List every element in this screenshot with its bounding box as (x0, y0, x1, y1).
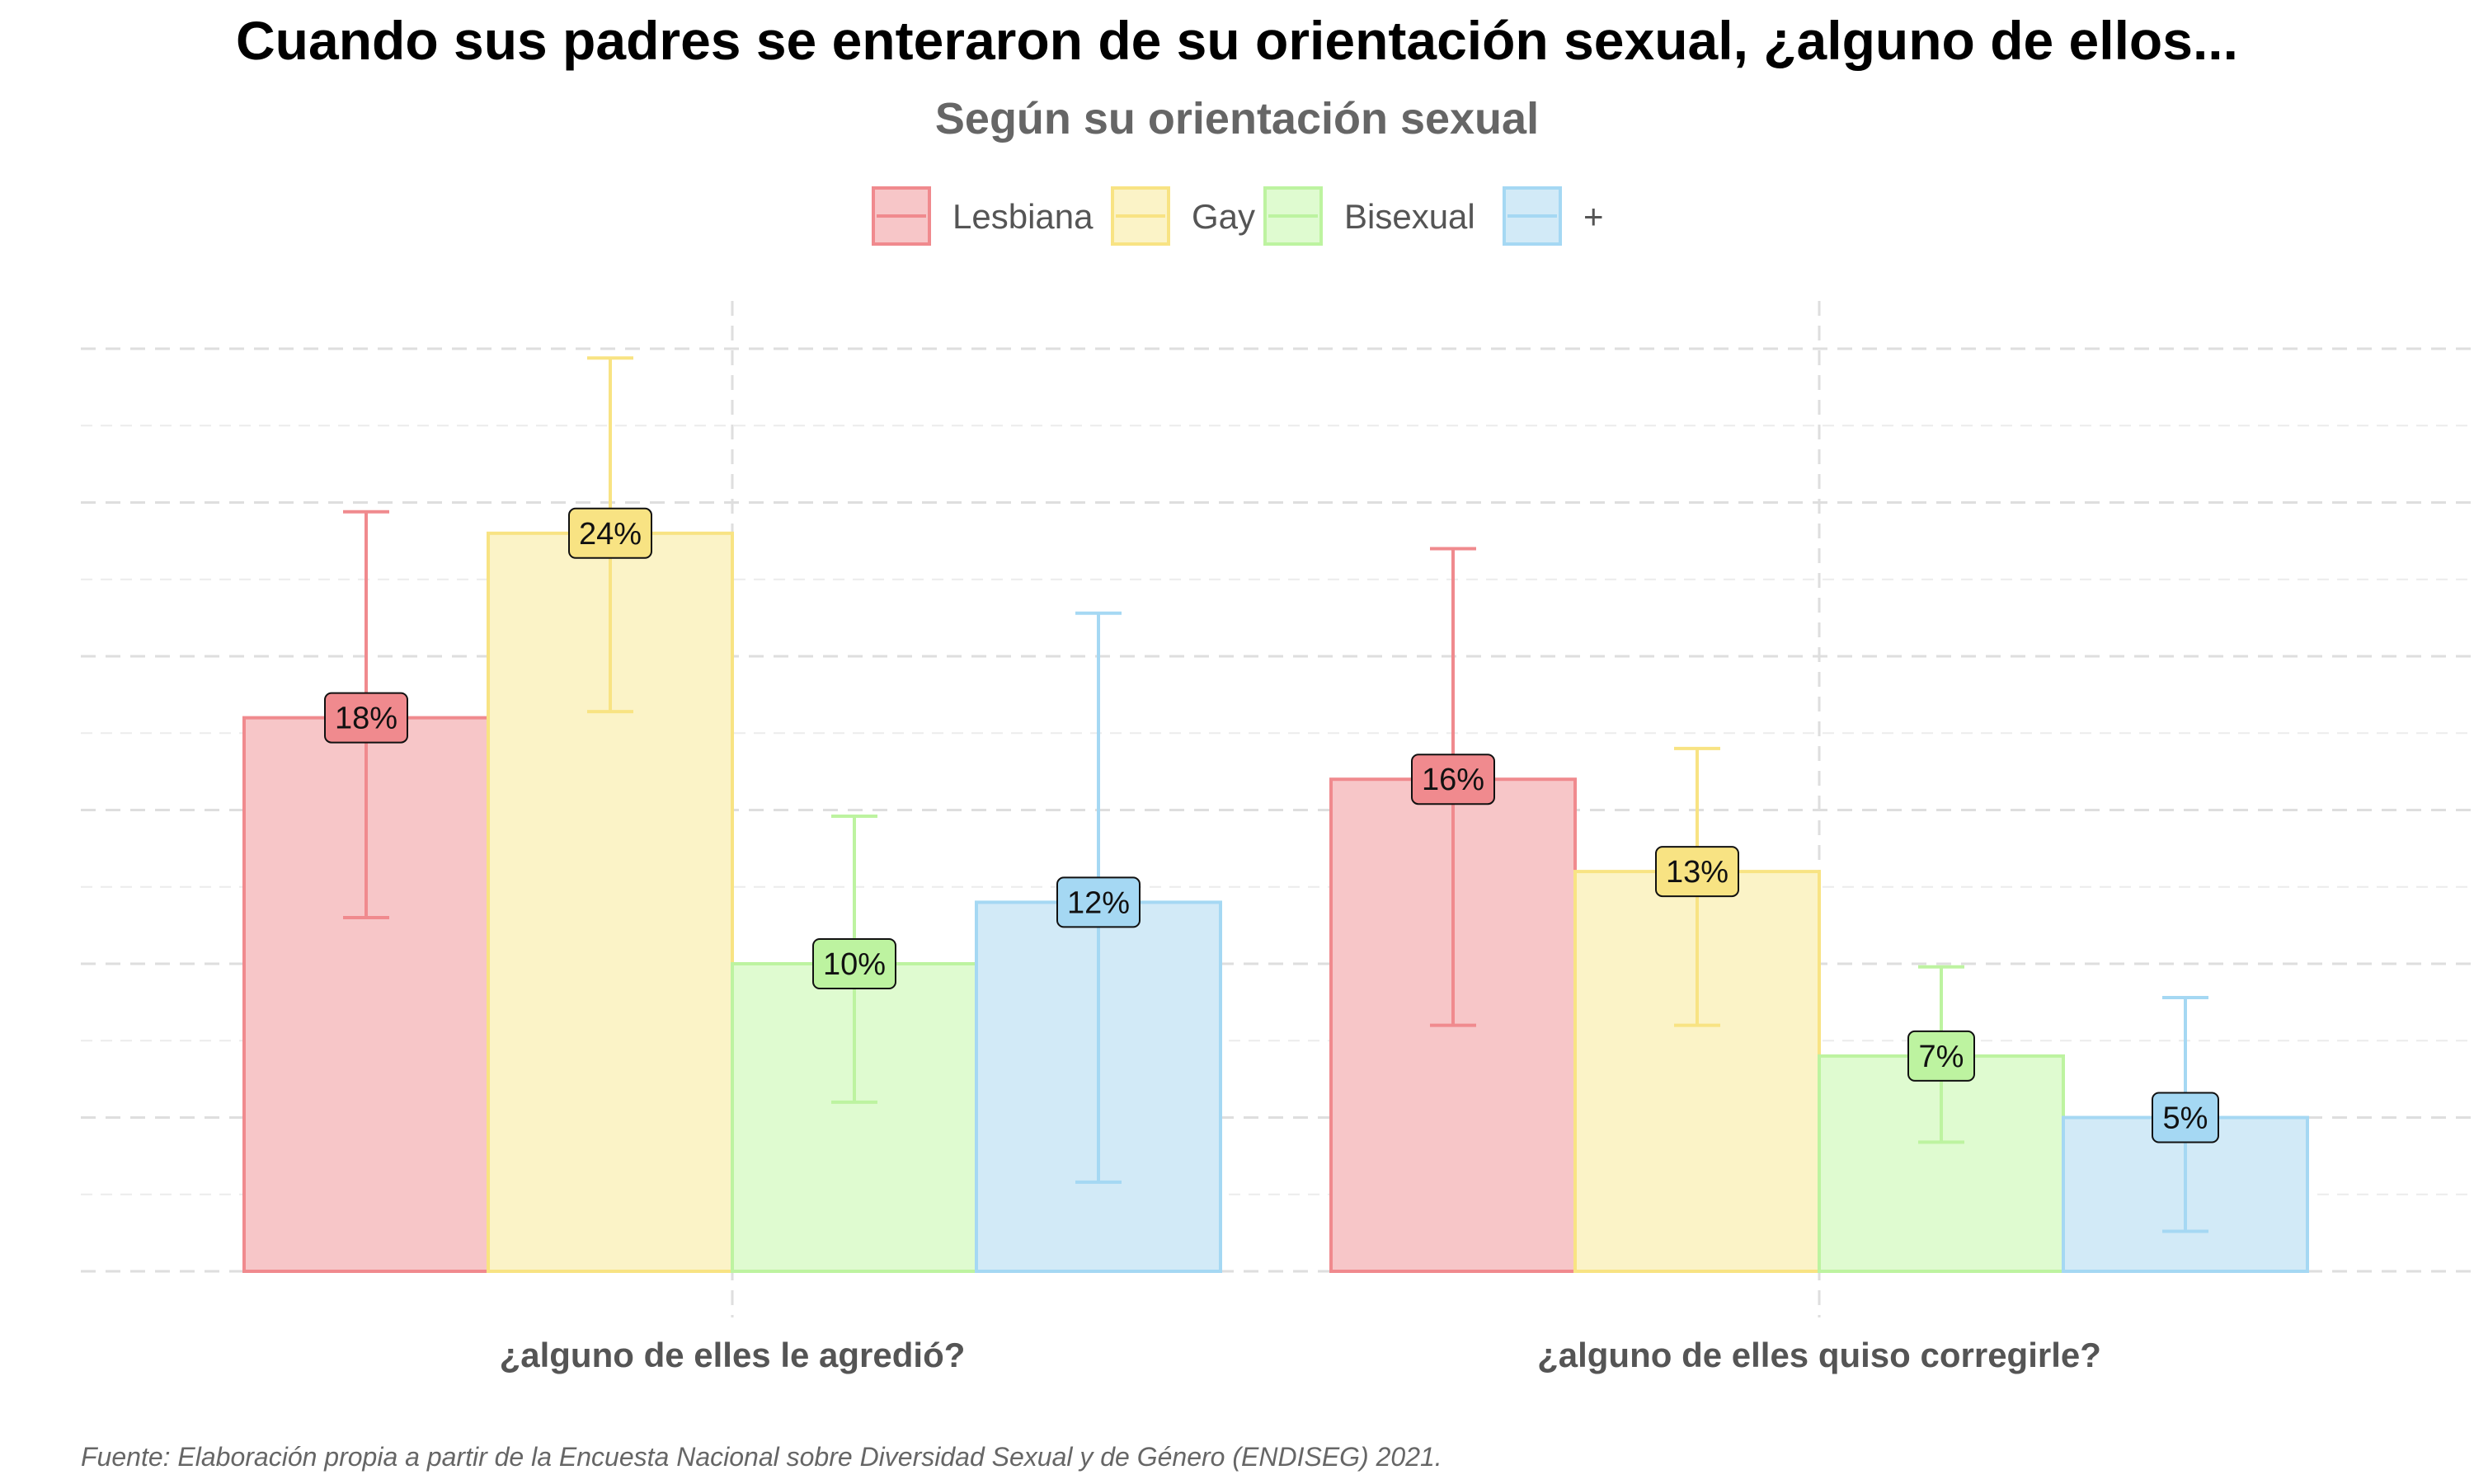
x-category-label: ¿alguno de elles le agredió? (500, 1336, 966, 1374)
data-label-text: 13% (1666, 855, 1729, 890)
legend-label: Bisexual (1344, 197, 1475, 236)
data-label: 10% (812, 938, 896, 989)
data-label-box (812, 938, 896, 989)
data-label-box (1411, 754, 1495, 805)
legend-label: Lesbiana (952, 197, 1094, 236)
data-label-box (2152, 1092, 2219, 1144)
data-label: 16% (1411, 754, 1495, 805)
data-label-text: 12% (1067, 885, 1130, 920)
data-label: 24% (568, 507, 652, 559)
bars (242, 531, 2309, 1274)
legend-label: + (1583, 197, 1604, 236)
x-axis-categories: ¿alguno de elles le agredió? ¿alguno de e… (500, 1336, 2101, 1374)
data-label-box (324, 692, 408, 744)
data-label: 18% (324, 692, 408, 744)
x-category-label: ¿alguno de elles quiso corregirle? (1537, 1336, 2101, 1374)
data-label: 12% (1056, 876, 1141, 928)
data-label-box (1907, 1030, 1975, 1082)
legend-item: + (1503, 186, 1604, 246)
data-labels: 18% 24% 10% 12% 16% 13% 7% 5% (324, 507, 2219, 1144)
chart-caption: Fuente: Elaboración propia a partir de l… (81, 1442, 1442, 1472)
legend-item: Lesbiana (872, 186, 1094, 246)
chart-subtitle: Según su orientación sexual (935, 94, 1539, 143)
data-label-box (1056, 876, 1141, 928)
data-label: 7% (1907, 1030, 1975, 1082)
data-label-text: 10% (823, 947, 886, 982)
legend: Lesbiana Gay Bisexual + (872, 186, 1604, 246)
legend-item: Gay (1111, 186, 1255, 246)
data-label-text: 16% (1422, 763, 1484, 797)
legend-label: Gay (1192, 197, 1255, 236)
data-label-text: 24% (579, 517, 642, 552)
data-label: 13% (1655, 846, 1739, 898)
data-label-text: 5% (2163, 1101, 2208, 1136)
data-label-text: 7% (1919, 1040, 1964, 1074)
data-label: 5% (2152, 1092, 2219, 1144)
chart-title: Cuando sus padres se enteraron de su ori… (236, 10, 2238, 71)
legend-item: Bisexual (1263, 186, 1475, 246)
data-label-text: 18% (335, 702, 397, 736)
data-label-box (1655, 846, 1739, 898)
data-label-box (568, 507, 652, 559)
